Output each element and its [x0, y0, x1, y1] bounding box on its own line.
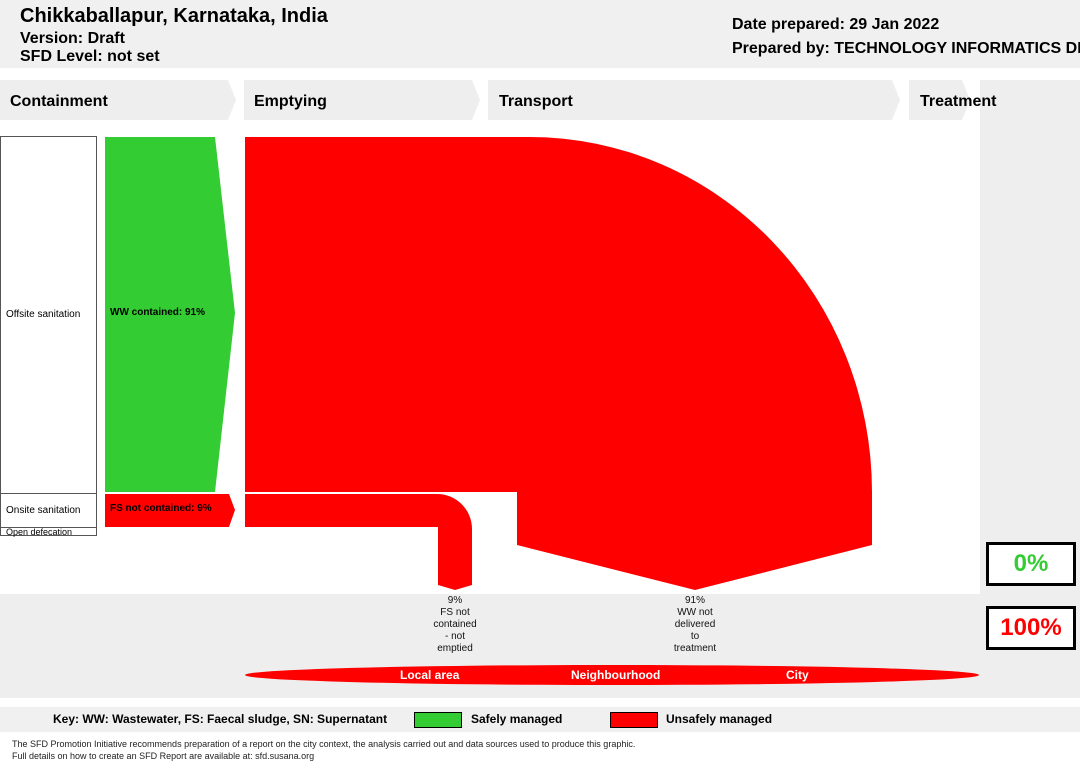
outcome-fs-line: contained [433, 619, 477, 630]
stage-label-containment: Containment [10, 93, 108, 110]
ww-contained-label: WW contained: 91% [110, 307, 206, 318]
safe-key-label: Safely managed [471, 712, 563, 726]
open-defecation-label: Open defecation [6, 527, 73, 537]
outcome-fs-line: FS not [440, 607, 470, 618]
area-ellipse [245, 665, 979, 685]
footer-line-2: Full details on how to create an SFD Rep… [12, 751, 315, 761]
outcome-ww-line: WW not [677, 607, 713, 618]
unsafe-total-box: 100% [986, 606, 1076, 650]
onsite-label: Onsite sanitation [6, 505, 81, 516]
area-label-local: Local area [400, 668, 460, 682]
stage-banner-treatment [909, 80, 970, 120]
area-label-neighbourhood: Neighbourhood [571, 668, 661, 682]
fs-emptying-flow [245, 494, 472, 590]
footer-line-1: The SFD Promotion Initiative recommends … [12, 739, 636, 749]
version-text: Version: Draft [20, 30, 125, 47]
sfd-level-text: SFD Level: not set [20, 48, 160, 65]
safe-total-box: 0% [986, 542, 1076, 586]
outcome-ww-line: to [690, 631, 700, 642]
key-text: Key: WW: Wastewater, FS: Faecal sludge, … [53, 712, 388, 726]
stage-banner-emptying [244, 80, 480, 120]
open-defecation-box [0, 527, 97, 536]
fs-not-contained-arrow [105, 494, 235, 527]
ww-transport-flow [245, 137, 872, 590]
treatment-column [980, 80, 1080, 594]
outcome-ww-line: delivered [674, 619, 716, 630]
safe-swatch [414, 712, 462, 728]
offsite-box [0, 136, 97, 494]
prepared-by-text: Prepared by: TECHNOLOGY INFORMATICS DESI… [732, 40, 1080, 57]
outcome-fs-not-emptied: 9% FS not contained - not emptied [415, 595, 495, 655]
outcome-fs-line: emptied [437, 643, 473, 654]
stage-banner-containment [0, 80, 236, 120]
stage-banner-transport [488, 80, 900, 120]
unsafe-swatch [610, 712, 658, 728]
fs-not-contained-label: FS not contained: 9% [110, 503, 212, 514]
city-title: Chikkaballapur, Karnataka, India [20, 5, 328, 27]
ww-contained-arrow [105, 137, 235, 492]
outcome-fs-pct: 9% [447, 595, 463, 606]
onsite-box [0, 493, 97, 528]
outcome-ww-line: treatment [673, 643, 717, 654]
stage-label-treatment: Treatment [920, 93, 997, 110]
report-header: Chikkaballapur, Karnataka, India Version… [0, 0, 1080, 68]
stage-label-transport: Transport [499, 93, 573, 110]
outcome-fs-line: - not [444, 631, 465, 642]
outcome-ww-pct: 91% [684, 595, 705, 606]
key-bar [0, 707, 1080, 732]
offsite-label: Offsite sanitation [6, 309, 81, 320]
unsafe-key-label: Unsafely managed [666, 712, 773, 726]
stage-label-emptying: Emptying [254, 93, 327, 110]
area-label-city: City [786, 668, 809, 682]
date-prepared-text: Date prepared: 29 Jan 2022 [732, 16, 940, 33]
outcome-ww-not-delivered: 91% WW not delivered to treatment [655, 595, 735, 655]
